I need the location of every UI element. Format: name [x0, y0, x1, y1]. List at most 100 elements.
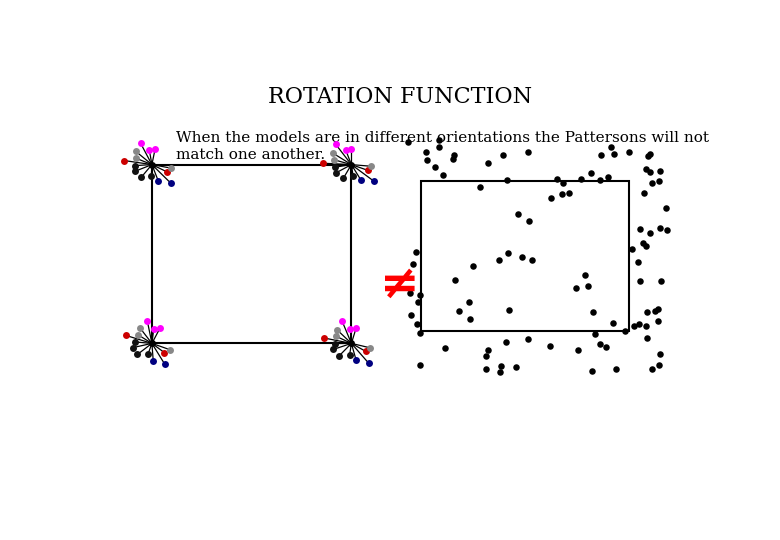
Point — [607, 319, 619, 328]
Point — [633, 225, 646, 233]
Point — [480, 352, 492, 360]
Point — [622, 147, 635, 156]
Point — [654, 350, 666, 359]
Point — [482, 159, 495, 168]
Point — [640, 321, 652, 330]
Point — [604, 143, 617, 151]
Point — [641, 307, 654, 316]
Point — [586, 367, 598, 375]
Point — [584, 168, 597, 177]
Point — [551, 175, 564, 184]
Point — [609, 364, 622, 373]
Point — [661, 226, 673, 234]
Point — [503, 306, 516, 314]
Point — [405, 310, 417, 319]
Point — [522, 148, 534, 157]
Point — [510, 363, 523, 372]
Point — [402, 137, 414, 146]
Point — [654, 224, 667, 232]
Point — [410, 248, 423, 256]
Point — [545, 194, 558, 202]
Point — [480, 364, 492, 373]
Point — [407, 260, 420, 268]
Point — [413, 329, 426, 338]
Point — [482, 346, 495, 354]
Point — [563, 189, 576, 198]
Point — [496, 151, 509, 160]
Point — [495, 362, 508, 371]
Point — [651, 317, 664, 326]
Point — [636, 239, 649, 247]
Point — [579, 271, 591, 279]
Point — [433, 136, 445, 144]
Point — [414, 291, 427, 300]
Point — [404, 288, 417, 297]
Point — [587, 308, 599, 316]
Point — [466, 261, 479, 270]
Point — [570, 283, 583, 292]
Point — [640, 241, 653, 250]
Point — [654, 167, 666, 176]
Point — [581, 282, 594, 291]
Point — [600, 343, 612, 352]
Point — [544, 341, 556, 350]
Point — [589, 329, 601, 338]
Point — [660, 203, 672, 212]
Point — [500, 176, 512, 184]
Point — [575, 175, 587, 184]
Point — [428, 163, 441, 171]
Point — [411, 319, 424, 328]
Point — [500, 338, 512, 347]
Point — [523, 217, 535, 226]
Point — [447, 154, 459, 163]
Point — [648, 307, 661, 316]
Point — [473, 183, 486, 191]
Point — [642, 152, 654, 160]
Point — [638, 188, 651, 197]
Point — [495, 368, 507, 376]
Bar — [152, 165, 351, 343]
Point — [413, 361, 426, 370]
Bar — [421, 181, 629, 331]
Point — [526, 256, 538, 265]
Point — [633, 320, 645, 328]
Point — [644, 150, 656, 159]
Point — [438, 343, 451, 352]
Text: ≠: ≠ — [380, 262, 420, 308]
Point — [645, 179, 658, 187]
Point — [464, 315, 477, 323]
Point — [626, 245, 639, 254]
Point — [433, 143, 445, 151]
Point — [421, 156, 434, 165]
Point — [595, 151, 608, 160]
Point — [653, 177, 665, 185]
Point — [644, 228, 657, 237]
Point — [644, 168, 656, 177]
Point — [556, 190, 569, 199]
Point — [653, 361, 665, 369]
Point — [640, 164, 652, 173]
Point — [634, 276, 647, 285]
Point — [628, 321, 640, 330]
Text: ROTATION FUNCTION: ROTATION FUNCTION — [268, 85, 532, 107]
Point — [652, 304, 665, 313]
Point — [420, 148, 432, 157]
Point — [452, 307, 465, 315]
Point — [572, 346, 584, 354]
Point — [412, 298, 424, 306]
Point — [602, 173, 615, 181]
Point — [512, 210, 524, 218]
Point — [594, 176, 606, 184]
Point — [493, 255, 505, 264]
Point — [502, 249, 514, 258]
Point — [646, 364, 658, 373]
Point — [594, 340, 606, 348]
Point — [463, 298, 476, 306]
Point — [448, 275, 461, 284]
Text: When the models are in different orientations the Pattersons will not
match one : When the models are in different orienta… — [176, 131, 709, 161]
Point — [655, 277, 668, 286]
Point — [631, 258, 644, 266]
Point — [619, 327, 632, 335]
Point — [556, 179, 569, 188]
Point — [522, 335, 534, 343]
